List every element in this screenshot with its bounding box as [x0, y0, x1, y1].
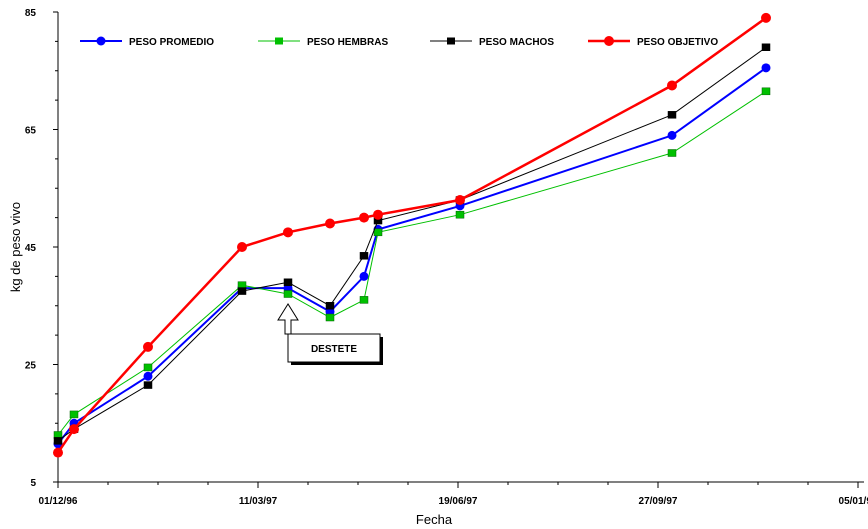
series-point-1	[325, 313, 335, 322]
legend: PESO PROMEDIO PESO HEMBRAS PESO MACHOS PESO…	[80, 36, 718, 48]
series-point-3	[283, 227, 293, 238]
series-point-0	[359, 271, 369, 281]
series-point-2	[143, 381, 153, 389]
y-axis-title: kg de peso vivo	[8, 202, 23, 292]
series-point-0	[761, 63, 771, 73]
legend-marker-2	[447, 37, 455, 45]
series-point-2	[359, 252, 369, 260]
series-point-1	[69, 410, 79, 419]
annotation-label: DESTETE	[311, 344, 357, 355]
series-point-1	[667, 149, 677, 157]
series-point-3	[455, 195, 465, 205]
legend-marker-1	[275, 37, 283, 45]
annotation-arrow	[277, 303, 299, 335]
series-line-2	[57, 46, 767, 442]
series-point-2	[237, 287, 247, 295]
x-tick-label: 01/12/96	[39, 496, 78, 507]
series-point-3	[359, 212, 369, 223]
series-point-1	[761, 87, 771, 96]
legend-marker-3	[604, 36, 614, 46]
y-tick-label: 25	[25, 361, 37, 372]
y-tick-label: 5	[30, 478, 36, 489]
annotations: DESTETE	[277, 303, 383, 365]
legend-marker-0	[96, 36, 106, 46]
series-line-0	[57, 66, 767, 445]
legend-label-3: PESO OBJETIVO	[637, 37, 718, 48]
series-point-2	[53, 437, 63, 445]
series-point-1	[455, 210, 465, 219]
x-tick-label: 19/06/97	[439, 496, 478, 507]
series-point-1	[373, 228, 383, 237]
series-point-3	[325, 218, 335, 229]
x-tick-label: 05/01/98	[839, 496, 868, 507]
y-tick-label: 45	[25, 243, 37, 254]
series-point-0	[143, 371, 153, 381]
series-point-2	[667, 111, 677, 119]
axes: 5 25 45 65 85 01/12/96 11/03/97 19/06/97 27/09/9…	[8, 8, 868, 527]
legend-label-0: PESO PROMEDIO	[129, 37, 214, 48]
series-point-3	[667, 80, 677, 91]
annotation-box	[287, 333, 381, 363]
y-tick-label: 85	[25, 8, 37, 19]
series-point-2	[325, 302, 335, 310]
series-point-2	[761, 43, 771, 51]
series-point-2	[283, 278, 293, 286]
series-point-3	[761, 12, 771, 23]
legend-label-2: PESO MACHOS	[479, 37, 554, 48]
series-point-1	[143, 363, 153, 372]
series-line-1	[57, 90, 767, 436]
series-line-3	[56, 16, 767, 454]
x-tick-label: 27/09/97	[639, 496, 678, 507]
y-tick-label: 65	[25, 126, 37, 137]
x-tick-label: 11/03/97	[239, 496, 278, 507]
series-point-0	[667, 130, 677, 140]
series-point-3	[143, 341, 153, 352]
series-point-3	[53, 447, 63, 458]
series-point-3	[237, 242, 247, 252]
series-point-3	[69, 424, 79, 435]
series-layer	[53, 12, 771, 458]
legend-label-1: PESO HEMBRAS	[307, 37, 388, 48]
x-axis-title: Fecha	[416, 512, 453, 527]
series-point-3	[373, 209, 383, 220]
series-point-1	[283, 290, 293, 298]
series-point-1	[359, 296, 369, 304]
